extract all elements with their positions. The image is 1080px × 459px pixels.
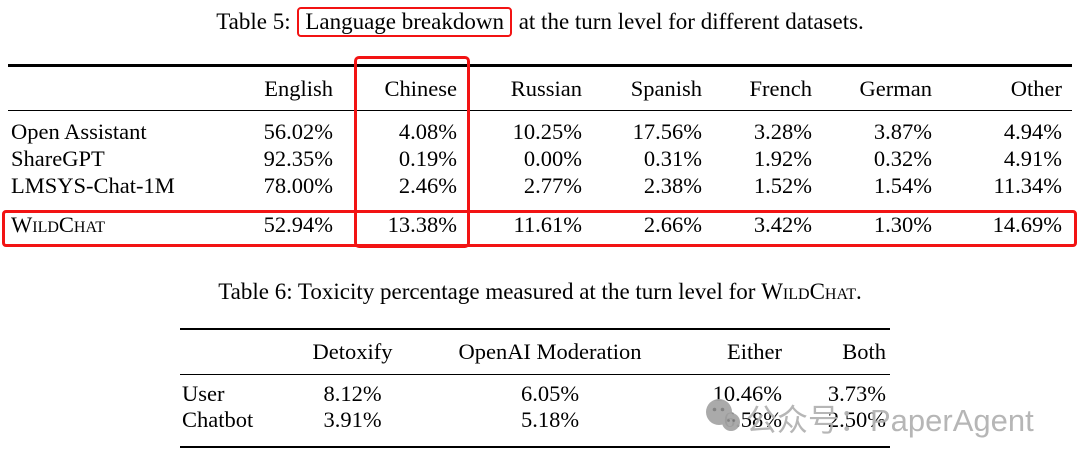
cell-value: 11.34%	[993, 172, 1062, 198]
row-label: Chatbot	[182, 406, 254, 432]
table-row-lmsys-chat-1m: LMSYS-Chat-1M 78.00% 2.46% 2.77% 2.38% 1…	[8, 172, 1072, 199]
table6-caption-wildchat: WildChat	[761, 279, 857, 304]
cell-value: 6.05%	[520, 380, 580, 406]
language-breakdown-table: English Chinese Russian Spanish French G…	[8, 64, 1072, 247]
cell-value: 3.87%	[873, 119, 932, 144]
row-label: User	[182, 380, 225, 406]
cell-value: 0.31%	[643, 145, 702, 171]
cell-value: 0.32%	[873, 145, 932, 171]
table6-header-both: Both	[800, 329, 890, 375]
table5-caption-prefix: Table 5:	[216, 9, 297, 34]
annotation-box-language-breakdown: Language breakdown	[297, 7, 512, 37]
cell-value: 4.91%	[1003, 145, 1062, 171]
table-row-open-assistant: Open Assistant 56.02% 4.08% 10.25% 17.56…	[8, 111, 1072, 146]
row-label: WildChat	[11, 212, 106, 237]
table6-caption: Table 6: Toxicity percentage measured at…	[0, 277, 1080, 307]
cell-value: 2.77%	[523, 172, 582, 198]
cell-value: 1.30%	[873, 212, 932, 237]
table6-header-row: Detoxify OpenAI Moderation Either Both	[180, 329, 890, 375]
table5-caption-boxed-phrase: Language breakdown	[305, 9, 504, 34]
table-row-user: User 8.12% 6.05% 10.46% 3.73%	[180, 374, 890, 407]
cell-value: 11.61%	[513, 212, 582, 237]
table-row-chatbot: Chatbot 3.91% 5.18% 6.58% 2.50%	[180, 407, 890, 447]
cell-value: 2.46%	[398, 172, 457, 198]
cell-value: 14.69%	[992, 212, 1062, 237]
cell-value: 52.94%	[263, 212, 333, 237]
table6-header-openai-moderation: OpenAI Moderation	[430, 329, 670, 375]
cell-value: 17.56%	[632, 119, 702, 144]
table5-header-row: English Chinese Russian Spanish French G…	[8, 65, 1072, 111]
cell-value: 6.58%	[723, 406, 782, 432]
cell-value: 2.38%	[643, 172, 702, 198]
cell-value: 3.91%	[323, 406, 382, 432]
cell-value: 8.12%	[323, 380, 382, 406]
cell-value: 2.66%	[643, 212, 702, 237]
table5-header-german: German	[812, 65, 932, 111]
table5-header-corner	[8, 65, 248, 111]
cell-value: 3.73%	[827, 380, 886, 406]
cell-value: 1.92%	[753, 145, 812, 171]
table5-caption: Table 5: Language breakdown at the turn …	[0, 7, 1080, 37]
cell-value: 3.42%	[753, 212, 812, 237]
table6-caption-suffix: .	[856, 279, 862, 304]
cell-value: 10.46%	[712, 380, 782, 406]
cell-value: 4.94%	[1003, 119, 1062, 144]
table5-header-russian: Russian	[457, 65, 582, 111]
cell-value: 2.50%	[827, 406, 886, 432]
table5-header-english: English	[248, 65, 333, 111]
toxicity-table: Detoxify OpenAI Moderation Either Both U…	[180, 328, 890, 448]
table-row-wildchat: WildChat 52.94% 13.38% 11.61% 2.66% 3.42…	[8, 199, 1072, 246]
table5-header-other: Other	[932, 65, 1072, 111]
row-label: ShareGPT	[11, 145, 105, 171]
table5-header-spanish: Spanish	[582, 65, 702, 111]
cell-value: 1.52%	[753, 172, 812, 198]
table5-caption-suffix: at the turn level for different datasets…	[512, 9, 864, 34]
row-label: Open Assistant	[11, 119, 147, 144]
cell-value: 92.35%	[263, 145, 333, 171]
cell-value: 3.28%	[753, 119, 812, 144]
cell-value: 13.38%	[387, 212, 457, 237]
cell-value: 78.00%	[263, 172, 333, 198]
table6-header-either: Either	[670, 329, 800, 375]
table6-caption-prefix: Table 6: Toxicity percentage measured at…	[218, 279, 762, 304]
table6-header-detoxify: Detoxify	[275, 329, 430, 375]
table6-header-corner	[180, 329, 275, 375]
cell-value: 5.18%	[520, 406, 580, 432]
cell-value: 0.19%	[398, 145, 457, 171]
cell-value: 10.25%	[512, 119, 582, 144]
table5-header-french: French	[702, 65, 812, 111]
table-row-sharegpt: ShareGPT 92.35% 0.19% 0.00% 0.31% 1.92% …	[8, 145, 1072, 172]
cell-value: 0.00%	[523, 145, 582, 171]
cell-value: 4.08%	[398, 119, 457, 144]
row-label: LMSYS-Chat-1M	[11, 172, 175, 198]
cell-value: 1.54%	[873, 172, 932, 198]
table5-header-chinese: Chinese	[333, 65, 457, 111]
cell-value: 56.02%	[263, 119, 333, 144]
